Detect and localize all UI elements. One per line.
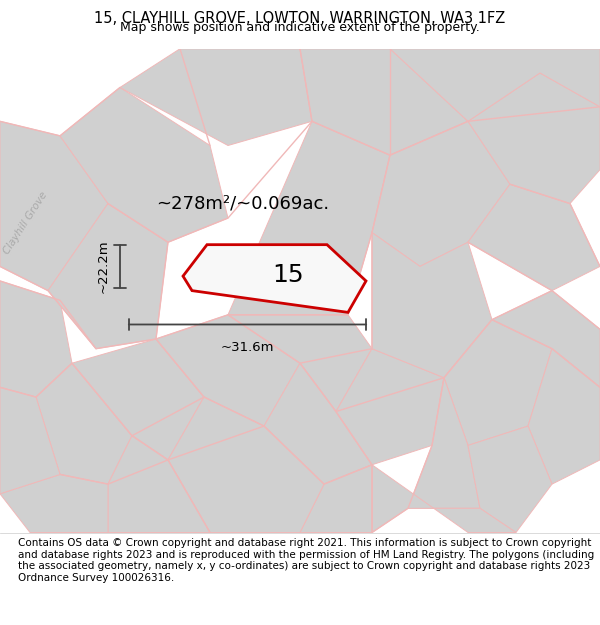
Polygon shape (528, 349, 600, 484)
Polygon shape (183, 244, 366, 312)
Polygon shape (0, 474, 108, 532)
Polygon shape (0, 121, 108, 291)
Polygon shape (390, 49, 600, 121)
Polygon shape (228, 315, 372, 411)
Polygon shape (264, 363, 372, 484)
Text: ~22.2m: ~22.2m (97, 239, 110, 293)
Polygon shape (492, 291, 600, 388)
Polygon shape (108, 436, 210, 532)
Text: ~278m²/~0.069ac.: ~278m²/~0.069ac. (156, 194, 329, 213)
Polygon shape (228, 121, 390, 315)
Text: ~31.6m: ~31.6m (221, 341, 274, 354)
Polygon shape (468, 426, 552, 532)
Polygon shape (468, 73, 600, 204)
Polygon shape (468, 184, 600, 291)
Polygon shape (72, 339, 204, 460)
Polygon shape (444, 319, 552, 446)
Polygon shape (300, 465, 372, 532)
Text: 15, CLAYHILL GROVE, LOWTON, WARRINGTON, WA3 1FZ: 15, CLAYHILL GROVE, LOWTON, WARRINGTON, … (94, 11, 506, 26)
Polygon shape (48, 204, 168, 349)
Polygon shape (372, 121, 510, 266)
Polygon shape (168, 397, 324, 532)
Text: Clayhill Grove: Clayhill Grove (1, 190, 49, 256)
Polygon shape (300, 49, 468, 155)
Text: Contains OS data © Crown copyright and database right 2021. This information is : Contains OS data © Crown copyright and d… (18, 538, 594, 583)
Polygon shape (60, 88, 228, 242)
Polygon shape (336, 349, 444, 465)
Polygon shape (36, 363, 132, 484)
Text: 15: 15 (272, 263, 304, 287)
Polygon shape (120, 49, 312, 146)
Polygon shape (0, 388, 60, 494)
Polygon shape (372, 465, 516, 532)
Polygon shape (372, 232, 492, 378)
Polygon shape (408, 378, 480, 508)
Text: Map shows position and indicative extent of the property.: Map shows position and indicative extent… (120, 21, 480, 34)
Polygon shape (156, 315, 300, 426)
Polygon shape (0, 281, 72, 397)
